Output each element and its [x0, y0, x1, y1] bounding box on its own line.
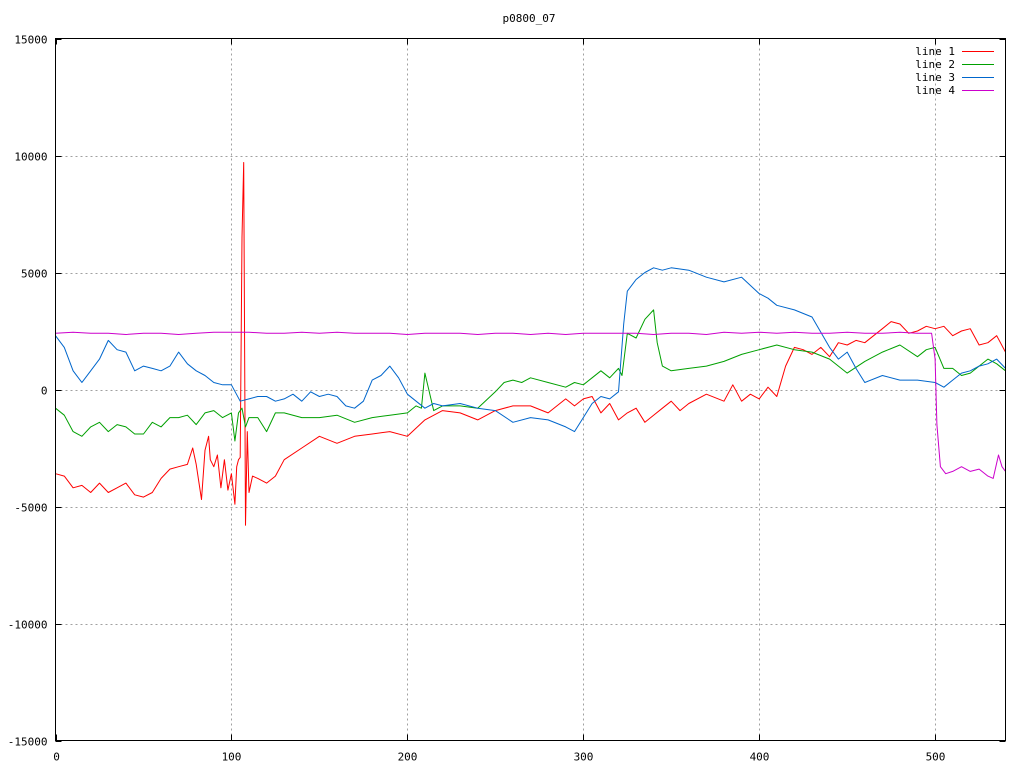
y-tick-label: 0 [41, 385, 48, 398]
x-tick-label: 0 [53, 751, 60, 764]
series-line-2 [55, 309, 1006, 442]
x-tick-label: 400 [750, 751, 770, 764]
x-tick-label: 100 [222, 751, 242, 764]
y-tick-label: -5000 [14, 502, 47, 515]
plot-frame [55, 38, 1006, 741]
y-tick-label: 10000 [14, 151, 47, 164]
y-tick-label: -15000 [8, 736, 48, 749]
legend-label-1: line 1 [915, 45, 955, 58]
series-line-3 [55, 267, 1006, 433]
chart-title: p0800_07 [503, 12, 556, 25]
grid [55, 38, 1006, 741]
series-line-4 [55, 331, 1006, 479]
legend-label-2: line 2 [915, 58, 955, 71]
x-tick-label: 500 [926, 751, 946, 764]
axis-ticks: -15000 -10000 -5000 0 5000 10000 15000 0 100 200 3… [8, 34, 1006, 764]
y-tick-label: -10000 [8, 619, 48, 632]
series-group [55, 162, 1006, 526]
legend-label-3: line 3 [915, 71, 955, 84]
x-tick-label: 300 [574, 751, 594, 764]
series-line-1 [55, 162, 1006, 526]
y-tick-label: 15000 [14, 34, 47, 47]
x-tick-label: 200 [398, 751, 418, 764]
legend-label-4: line 4 [915, 84, 955, 97]
y-tick-label: 5000 [21, 268, 48, 281]
